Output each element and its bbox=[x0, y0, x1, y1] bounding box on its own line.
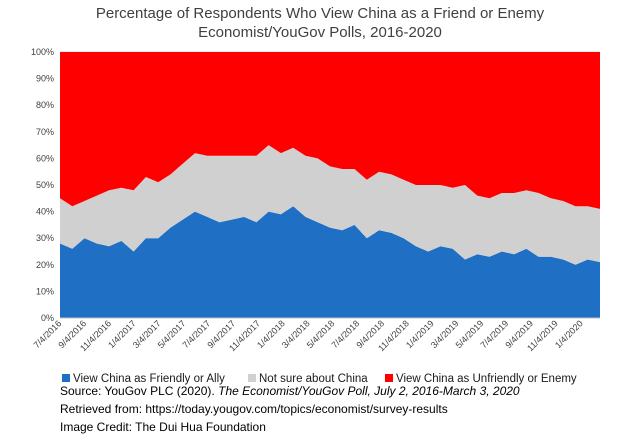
legend-label: View China as Friendly or Ally bbox=[73, 373, 225, 385]
y-tick-label: 10% bbox=[36, 286, 54, 296]
y-tick-label: 60% bbox=[36, 153, 54, 163]
retrieved-line: Retrieved from: https://today.yougov.com… bbox=[60, 402, 448, 416]
legend-label: View China as Unfriendly or Enemy bbox=[396, 373, 577, 385]
legend-swatch bbox=[62, 374, 70, 382]
legend-swatch bbox=[385, 374, 393, 382]
y-tick-label: 20% bbox=[36, 260, 54, 270]
stacked-areas bbox=[60, 52, 600, 318]
title-line-2: Economist/YouGov Polls, 2016-2020 bbox=[198, 24, 442, 41]
legend-swatch bbox=[248, 374, 256, 382]
area-series-1 bbox=[60, 206, 600, 318]
x-axis: 7/4/20169/4/201611/4/20161/4/20173/4/201… bbox=[32, 317, 600, 353]
credit-line: Image Credit: The Dui Hua Foundation bbox=[60, 420, 266, 434]
y-tick-label: 90% bbox=[36, 74, 54, 84]
source-line: Source: YouGov PLC (2020). The Economist… bbox=[60, 384, 520, 398]
chart-title: Percentage of Respondents Who View China… bbox=[96, 5, 545, 41]
x-tick-label: 1/4/2020 bbox=[553, 318, 585, 350]
y-tick-label: 40% bbox=[36, 207, 54, 217]
y-tick-label: 0% bbox=[41, 313, 54, 323]
y-tick-label: 50% bbox=[36, 180, 54, 190]
y-tick-label: 70% bbox=[36, 127, 54, 137]
y-tick-label: 100% bbox=[31, 47, 54, 57]
area-series-3 bbox=[60, 52, 600, 209]
title-line-1: Percentage of Respondents Who View China… bbox=[96, 5, 545, 22]
y-tick-label: 30% bbox=[36, 233, 54, 243]
legend-label: Not sure about China bbox=[259, 373, 368, 385]
legend: View China as Friendly or Ally Not sure a… bbox=[62, 373, 577, 385]
y-axis: 0% 10% 20% 30% 40% 50% 60% 70% 80% 90% 100% bbox=[31, 47, 54, 323]
y-tick-label: 80% bbox=[36, 100, 54, 110]
area-series-2 bbox=[60, 145, 600, 265]
